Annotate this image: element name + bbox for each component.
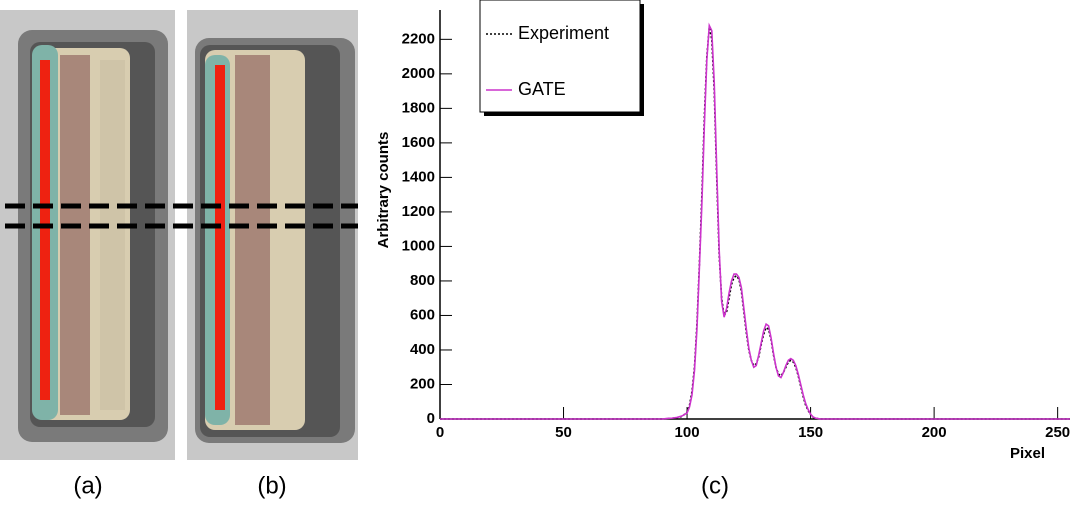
legend-box: [479, 0, 641, 113]
x-tick-label: 100: [675, 424, 700, 441]
y-tick-label: 1200: [402, 203, 435, 220]
x-tick-label: 200: [922, 424, 947, 441]
y-tick-label: 600: [410, 306, 435, 323]
panel-label: (a): [73, 472, 102, 499]
panel-label: (c): [701, 472, 729, 499]
y-tick-label: 2200: [402, 30, 435, 47]
x-tick-label: 150: [798, 424, 823, 441]
y-tick-label: 800: [410, 272, 435, 289]
y-tick-label: 1600: [402, 134, 435, 151]
y-tick-label: 400: [410, 341, 435, 358]
image-b: [187, 10, 358, 460]
y-tick-label: 2000: [402, 65, 435, 82]
y-tick-label: 0: [427, 410, 435, 427]
image-a: [0, 10, 175, 460]
y-tick-label: 200: [410, 375, 435, 392]
x-tick-label: 0: [436, 424, 444, 441]
series-line: [440, 22, 1070, 420]
y-tick-label: 1400: [402, 168, 435, 185]
panel-label: (b): [257, 472, 286, 499]
y-axis-label: Arbitrary counts: [375, 132, 392, 249]
x-tick-label: 50: [555, 424, 572, 441]
x-tick-label: 250: [1045, 424, 1070, 441]
legend-label: Experiment: [518, 23, 609, 43]
y-tick-label: 1000: [402, 237, 435, 254]
y-tick-label: 1800: [402, 99, 435, 116]
legend-label: GATE: [518, 79, 566, 99]
x-axis-label: Pixel: [1010, 445, 1045, 462]
